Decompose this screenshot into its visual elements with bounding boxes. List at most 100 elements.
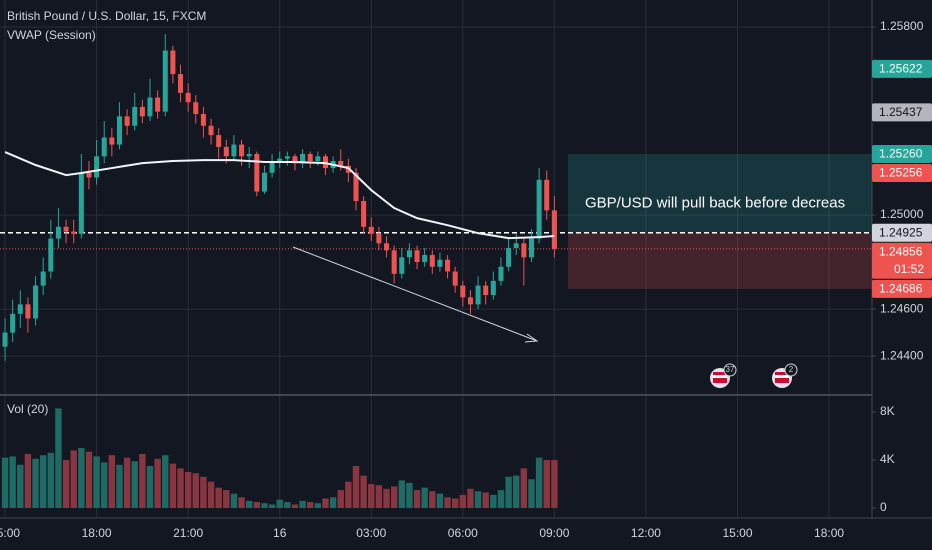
candle-body bbox=[506, 247, 512, 267]
candle-body bbox=[483, 285, 489, 295]
event-icon[interactable]: 2 bbox=[772, 363, 798, 388]
candle-body bbox=[261, 172, 267, 192]
volume-tick-label: 0 bbox=[880, 500, 887, 514]
target-zone bbox=[568, 153, 872, 233]
candle-body bbox=[368, 226, 374, 234]
candle-body bbox=[467, 297, 473, 305]
candle-body bbox=[25, 304, 31, 319]
volume-bar bbox=[116, 464, 123, 509]
candle-body bbox=[254, 153, 260, 192]
candle-body bbox=[536, 179, 542, 239]
event-icon[interactable]: 37 bbox=[710, 363, 737, 388]
candle-body bbox=[155, 97, 161, 112]
volume-bar bbox=[543, 460, 550, 509]
candle-body bbox=[162, 50, 168, 112]
volume-bar bbox=[368, 484, 375, 509]
volume-tick-label: 4K bbox=[880, 452, 895, 466]
volume-bar bbox=[223, 490, 230, 509]
candle-body bbox=[277, 158, 283, 162]
volume-bar bbox=[482, 492, 489, 509]
volume-bar bbox=[123, 457, 131, 509]
candle-body bbox=[17, 304, 23, 314]
volume-bar bbox=[444, 497, 451, 509]
volume-bar bbox=[406, 482, 413, 509]
vwap-line bbox=[4, 151, 555, 240]
x-tick-label: 18:00 bbox=[82, 526, 112, 540]
volume-bar bbox=[70, 450, 77, 509]
chart-title: British Pound / U.S. Dollar, 15, FXCM bbox=[7, 9, 206, 23]
volume-bar bbox=[375, 485, 383, 509]
volume-bar bbox=[245, 500, 253, 509]
candle-body bbox=[269, 161, 275, 173]
candle-body bbox=[452, 271, 458, 286]
price-series bbox=[0, 34, 872, 361]
volume-bar bbox=[101, 462, 108, 509]
volume-bar bbox=[55, 408, 62, 509]
candle-body bbox=[490, 280, 496, 295]
volume-bar bbox=[528, 479, 535, 509]
volume-bar bbox=[337, 490, 344, 509]
volume-bar bbox=[520, 468, 528, 509]
volume-bar bbox=[307, 502, 314, 509]
candle-body bbox=[40, 271, 46, 286]
volume-bar bbox=[513, 475, 520, 509]
candle-body bbox=[284, 156, 290, 159]
event-count: 37 bbox=[726, 365, 735, 374]
candle-body bbox=[391, 250, 397, 274]
volume-bar bbox=[284, 502, 291, 509]
price-tag-label: 1.24925 bbox=[879, 225, 923, 239]
volume-bar bbox=[345, 481, 352, 509]
volume-bar bbox=[413, 490, 421, 509]
volume-bar bbox=[85, 451, 93, 509]
volume-bar bbox=[230, 493, 238, 509]
candle-body bbox=[361, 200, 367, 227]
candle-body bbox=[422, 255, 428, 263]
price-tag bbox=[872, 103, 932, 122]
candle-body bbox=[33, 285, 39, 319]
price-tag-label: 1.25437 bbox=[879, 105, 923, 119]
y-tick-label: 1.25800 bbox=[880, 19, 924, 33]
x-tick-label: 18:00 bbox=[814, 526, 844, 540]
candle-body bbox=[55, 226, 61, 239]
price-axis: 1.25800 1.25000 1.24600 1.24400 0 4K 8K 1.25622… bbox=[872, 19, 932, 514]
price-tag bbox=[872, 223, 932, 242]
volume-bar bbox=[474, 491, 482, 509]
volume-bar bbox=[360, 475, 367, 509]
stop-zone bbox=[568, 232, 872, 289]
volume-bar bbox=[390, 486, 398, 509]
candle-body bbox=[338, 161, 344, 166]
x-tick-label: 06:00 bbox=[448, 526, 478, 540]
candle-body bbox=[10, 313, 16, 333]
volume-bar bbox=[1, 457, 9, 509]
x-tick-label: 15:00 bbox=[722, 526, 752, 540]
candle-body bbox=[498, 266, 504, 281]
volume-bar bbox=[299, 500, 306, 509]
volume-bar bbox=[329, 497, 337, 509]
candle-body bbox=[94, 156, 100, 178]
candle-body bbox=[132, 106, 138, 126]
candle-body bbox=[216, 135, 222, 147]
volume-bar bbox=[169, 463, 177, 509]
candle-body bbox=[193, 102, 199, 114]
y-tick-label: 1.25000 bbox=[880, 207, 924, 221]
price-tag bbox=[872, 242, 932, 279]
volume-bar bbox=[429, 491, 436, 509]
volume-bar bbox=[24, 454, 32, 509]
trend-arrow[interactable] bbox=[292, 246, 538, 342]
y-tick-label: 1.24400 bbox=[880, 348, 924, 362]
volume-bar bbox=[184, 472, 192, 509]
volume-bar bbox=[78, 448, 85, 509]
candle-body bbox=[86, 172, 92, 178]
y-tick-label: 1.24600 bbox=[880, 301, 924, 315]
candle-body bbox=[48, 238, 54, 272]
x-tick-label: 16 bbox=[273, 526, 287, 540]
volume-bar bbox=[162, 455, 169, 509]
candle-body bbox=[528, 238, 535, 258]
volume-bar bbox=[261, 503, 268, 509]
price-tag bbox=[872, 279, 932, 298]
volume-bar bbox=[192, 473, 199, 509]
candle-body bbox=[246, 153, 252, 157]
position-tool[interactable]: GBP/USD will pull back before decreas bbox=[568, 153, 872, 289]
volume-bar bbox=[108, 455, 116, 509]
